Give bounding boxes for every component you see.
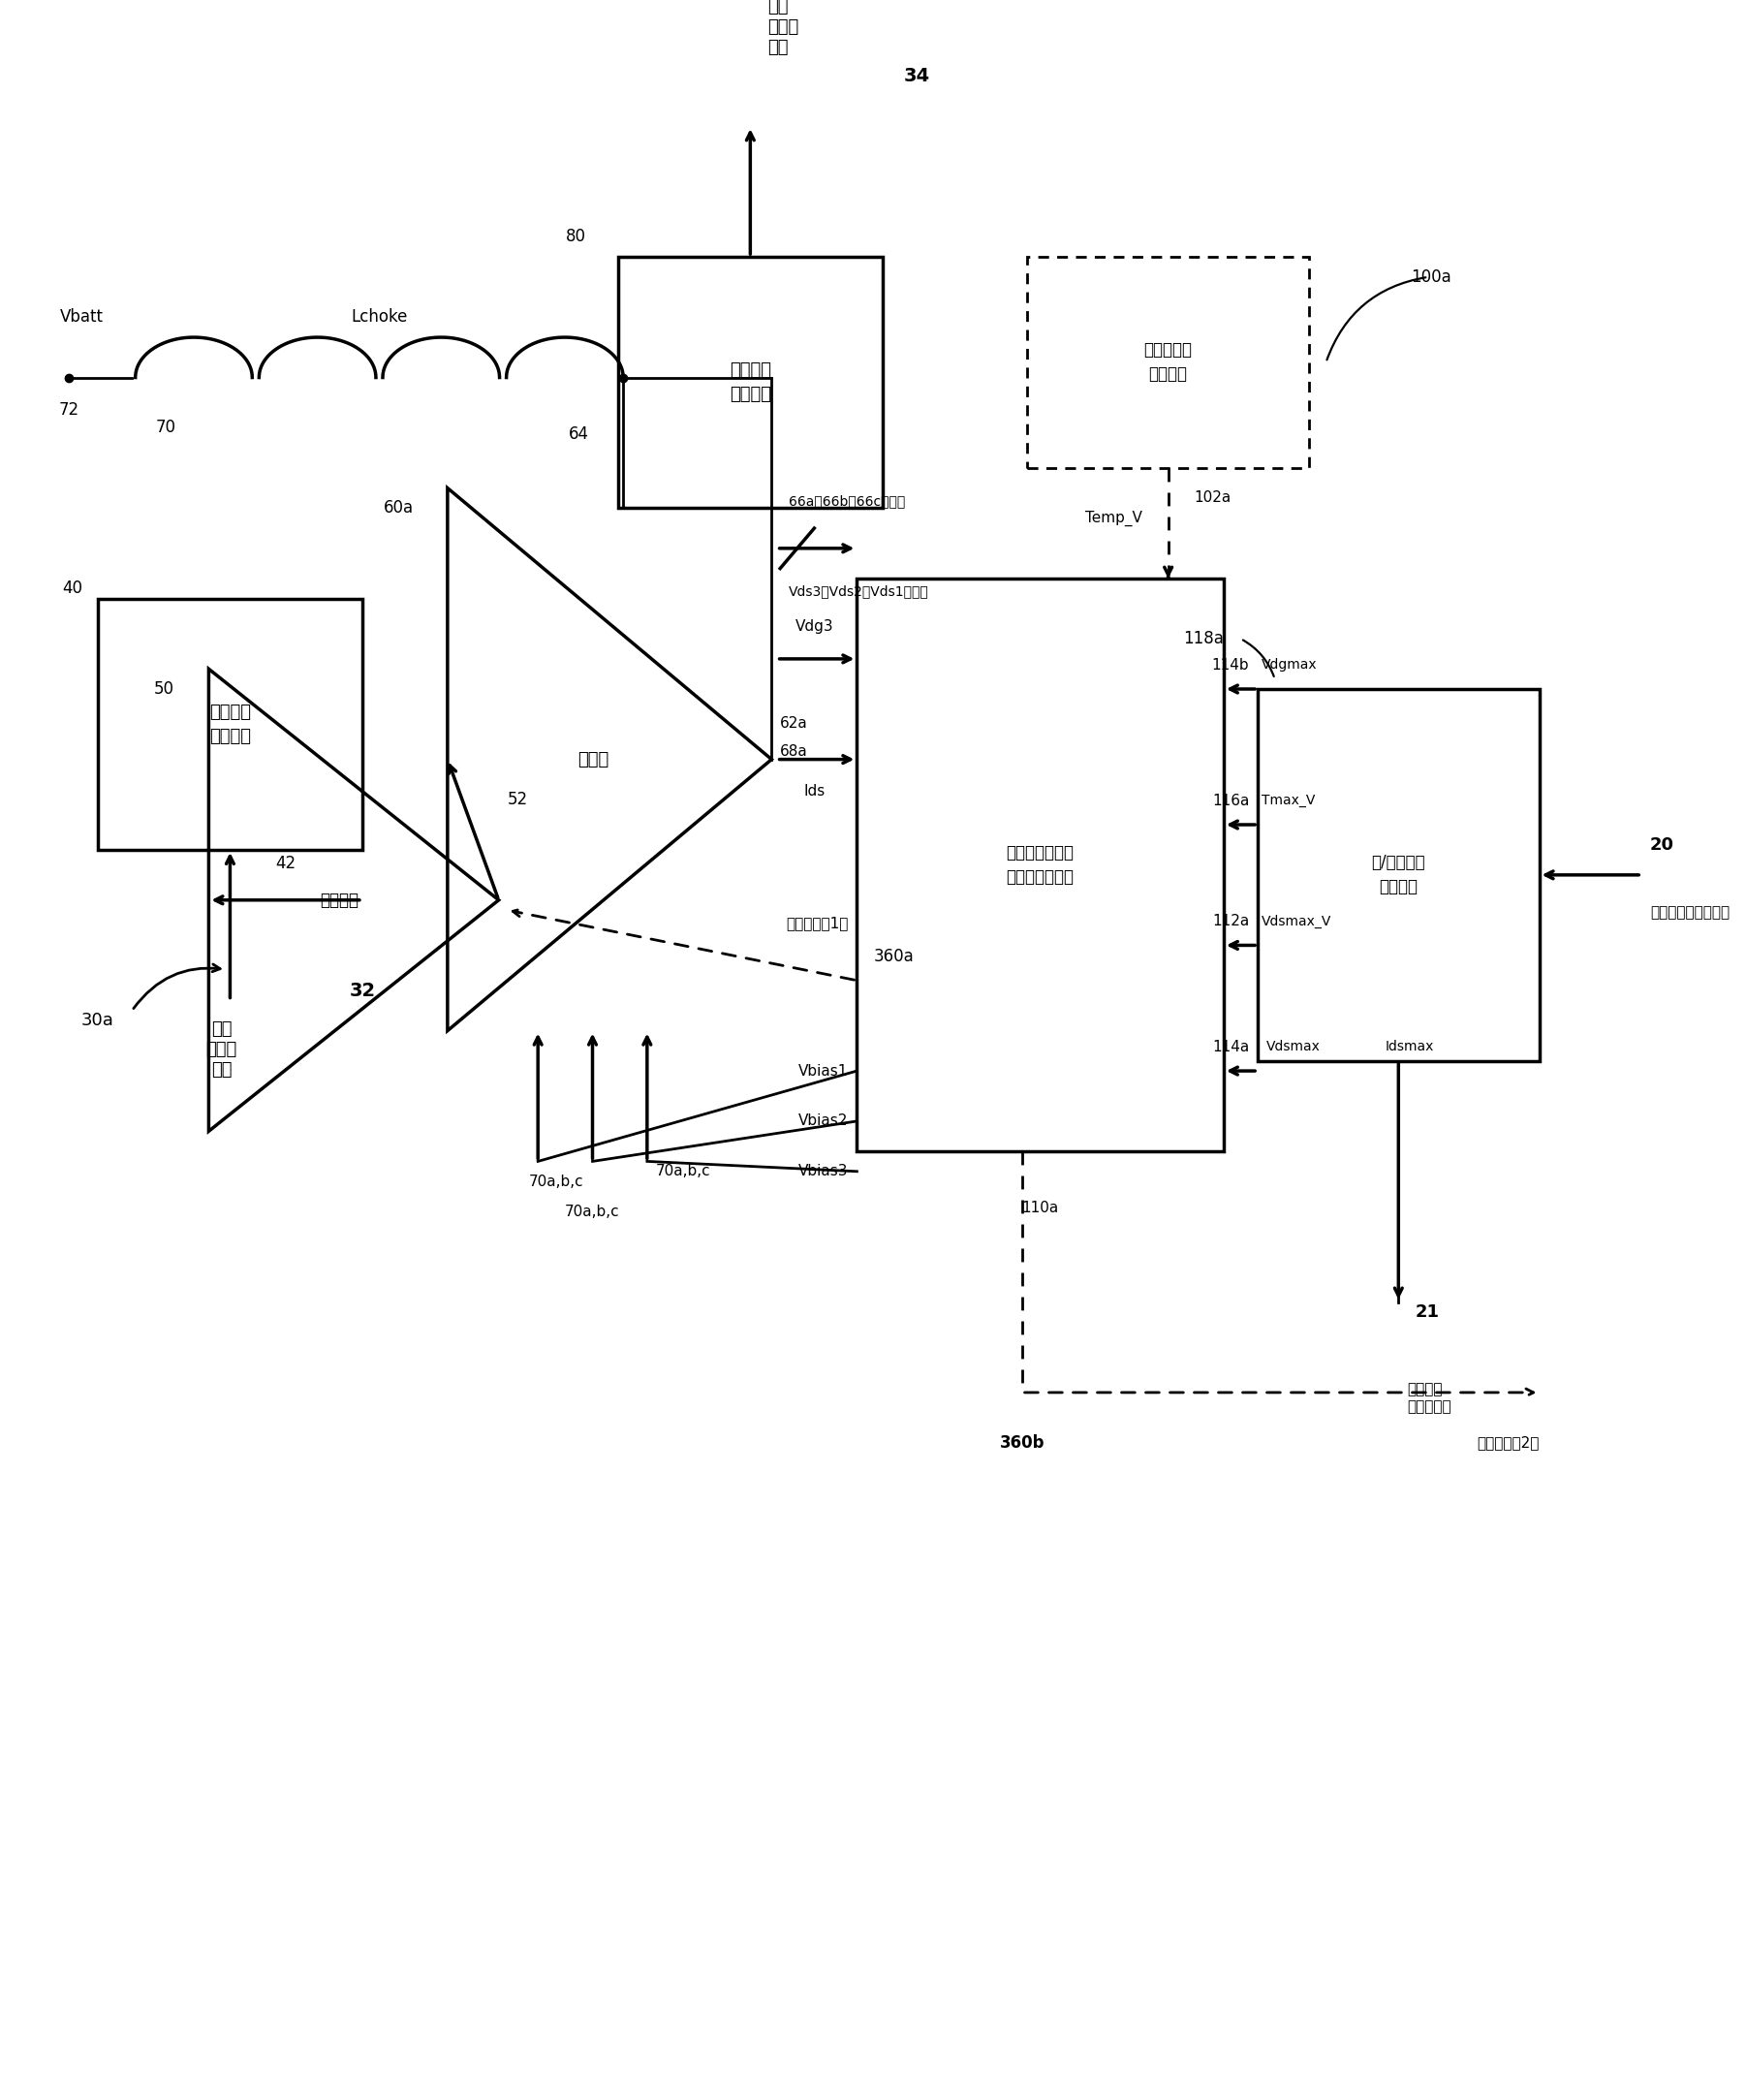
Text: Vds3（Vds2、Vds1任选）: Vds3（Vds2、Vds1任选） (789, 584, 929, 598)
Text: 110a: 110a (1021, 1201, 1058, 1214)
Text: Vbias2: Vbias2 (798, 1113, 849, 1128)
Text: 360a: 360a (875, 947, 915, 966)
Text: 114a: 114a (1212, 1040, 1248, 1054)
Text: Lchoke: Lchoke (351, 309, 407, 326)
Text: Vbias3: Vbias3 (798, 1163, 849, 1178)
Text: 功率级: 功率级 (578, 750, 609, 769)
Text: 102a: 102a (1194, 491, 1231, 506)
Text: 66a（66b、66c任选）: 66a（66b、66c任选） (789, 496, 904, 508)
Text: 100a: 100a (1411, 269, 1451, 286)
Text: 驱动器级: 驱动器级 (320, 890, 358, 909)
Text: Idsmax: Idsmax (1386, 1040, 1435, 1054)
Text: Vdsmax: Vdsmax (1266, 1040, 1320, 1054)
Text: 射频输出
匹配网络: 射频输出 匹配网络 (730, 361, 772, 403)
Text: 增益控制（1）: 增益控制（1） (786, 916, 849, 930)
Text: 70: 70 (155, 420, 176, 437)
Text: 增益控制（2）: 增益控制（2） (1477, 1436, 1540, 1449)
Text: 64: 64 (569, 424, 588, 443)
Text: 功率
放大器
输出: 功率 放大器 输出 (766, 0, 798, 57)
Text: 62a: 62a (780, 716, 808, 731)
Text: 70a,b,c: 70a,b,c (566, 1203, 620, 1218)
Bar (1257, 689, 1540, 1060)
Bar (98, 598, 361, 850)
Text: Temp_V: Temp_V (1086, 510, 1142, 525)
Text: 118a: 118a (1184, 630, 1224, 647)
Text: Ids: Ids (803, 783, 826, 798)
Text: Vbatt: Vbatt (61, 309, 105, 326)
Text: 34: 34 (904, 67, 931, 86)
Text: Vdgmax: Vdgmax (1261, 657, 1316, 672)
Text: 温度传感器
（任选）: 温度传感器 （任选） (1144, 342, 1193, 382)
Text: 70a,b,c: 70a,b,c (529, 1174, 583, 1189)
Text: 射频功率放大器控制: 射频功率放大器控制 (1650, 905, 1730, 920)
Text: 72: 72 (59, 401, 79, 420)
Text: 功率
放大器
输入: 功率 放大器 输入 (206, 1021, 237, 1079)
Text: Tmax_V: Tmax_V (1261, 794, 1315, 806)
Bar (857, 578, 1224, 1151)
Bar (618, 256, 882, 508)
Text: 32: 32 (349, 981, 375, 1000)
Text: Vdg3: Vdg3 (794, 620, 833, 634)
Text: 360b: 360b (999, 1434, 1044, 1451)
Text: 射频输入
匹配网络: 射频输入 匹配网络 (210, 704, 251, 746)
Text: Vbias1: Vbias1 (798, 1063, 849, 1077)
Text: 70a,b,c: 70a,b,c (655, 1163, 711, 1178)
Bar (1027, 256, 1310, 468)
Text: 50: 50 (154, 680, 175, 697)
Text: 20: 20 (1650, 836, 1674, 853)
Text: 21: 21 (1416, 1304, 1440, 1321)
Text: 114b: 114b (1212, 657, 1248, 672)
Text: 60a: 60a (384, 500, 414, 517)
Text: 40: 40 (63, 580, 82, 596)
Text: 116a: 116a (1212, 794, 1248, 808)
Text: 80: 80 (566, 229, 585, 246)
Text: 112a: 112a (1212, 914, 1248, 928)
Text: 自适应参量功率
放大器保护电路: 自适应参量功率 放大器保护电路 (1006, 844, 1074, 886)
Text: 68a: 68a (780, 743, 808, 758)
Text: Vdsmax_V: Vdsmax_V (1261, 914, 1330, 928)
Text: 射频功率
放大器状态: 射频功率 放大器状态 (1407, 1382, 1451, 1413)
Text: 数/模转换器
（任选）: 数/模转换器 （任选） (1372, 855, 1425, 897)
Text: 52: 52 (508, 792, 527, 809)
Text: 30a: 30a (82, 1012, 113, 1029)
Text: 42: 42 (276, 855, 295, 874)
